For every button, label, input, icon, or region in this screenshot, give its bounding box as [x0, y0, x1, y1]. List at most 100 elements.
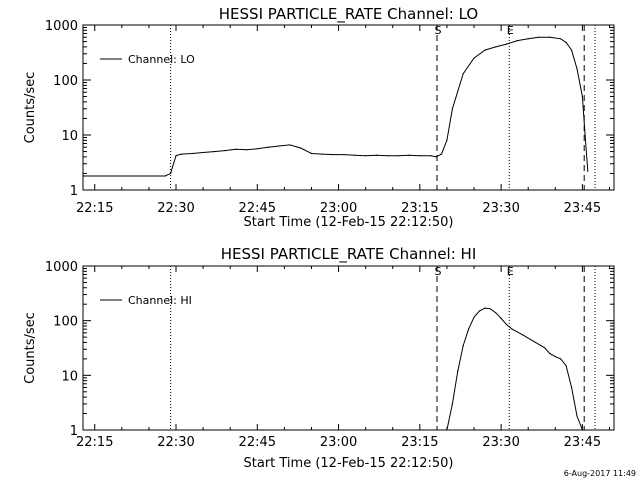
data-point: [451, 108, 453, 110]
data-point: [549, 353, 551, 355]
data-point: [565, 365, 567, 367]
data-point: [278, 145, 280, 147]
data-point: [584, 134, 586, 136]
data-point: [148, 175, 150, 177]
data-point: [224, 150, 226, 152]
data-point: [565, 41, 567, 44]
data-point: [115, 175, 117, 177]
data-point: [202, 151, 204, 154]
data-point: [289, 144, 291, 146]
data-point: [99, 175, 101, 177]
data-point: [245, 149, 248, 151]
x-axis-label: Start Time (12-Feb-15 22:12:50): [244, 456, 454, 471]
x-tick-label: 23:15: [401, 201, 438, 216]
data-point: [446, 429, 448, 431]
data-point: [397, 155, 399, 157]
y-tick-label: 100: [53, 74, 78, 89]
data-point: [386, 155, 388, 157]
time-marker-label: E: [507, 265, 514, 278]
data-point: [484, 49, 486, 51]
data-point: [365, 155, 367, 157]
x-tick-label: 22:15: [76, 435, 113, 450]
data-point: [332, 154, 334, 156]
y-tick-label: 1000: [45, 19, 78, 34]
data-point: [457, 370, 459, 372]
data-point: [213, 151, 215, 153]
data-point: [571, 49, 573, 51]
legend-entry: Channel: HI: [128, 294, 192, 307]
data-point: [581, 96, 584, 98]
data-point: [451, 403, 453, 405]
x-tick-label: 23:00: [320, 201, 357, 216]
x-tick-label: 23:15: [401, 435, 438, 450]
data-point: [440, 153, 443, 155]
data-point: [256, 148, 258, 150]
data-point: [560, 358, 562, 360]
chart-panel-2: HESSI PARTICLE_RATE Channel: HI Counts/se…: [23, 245, 615, 471]
data-point: [554, 356, 556, 358]
data-point: [484, 307, 486, 309]
data-point: [505, 43, 508, 45]
x-tick-label: 22:30: [157, 435, 194, 450]
data-point: [408, 154, 410, 156]
data-point: [473, 57, 475, 59]
data-point: [516, 40, 519, 42]
data-point: [164, 175, 166, 177]
data-point: [473, 316, 475, 318]
x-tick-label: 22:30: [157, 201, 194, 216]
data-point: [538, 36, 540, 38]
data-point: [430, 155, 432, 157]
data-point: [495, 46, 497, 48]
data-point: [505, 323, 508, 326]
data-point: [576, 68, 578, 70]
data-point: [321, 153, 323, 155]
y-tick-label: 1: [70, 424, 78, 439]
x-axis-label: Start Time (12-Feb-15 22:12:50): [244, 215, 454, 230]
y-tick-label: 10: [61, 369, 78, 384]
data-point: [191, 152, 193, 155]
x-tick-label: 22:45: [239, 201, 276, 216]
data-point: [354, 154, 356, 156]
data-point: [132, 175, 134, 177]
data-point: [375, 154, 378, 156]
data-point: [180, 153, 182, 155]
data-point: [511, 328, 513, 330]
data-point: [549, 36, 551, 38]
data-point: [571, 386, 573, 389]
legend-entry: Channel: LO: [128, 53, 195, 66]
data-point: [560, 38, 562, 40]
data-point: [468, 328, 470, 330]
data-point: [462, 345, 464, 347]
y-tick-label: 1: [70, 184, 78, 199]
x-tick-label: 22:15: [76, 201, 113, 216]
x-tick-label: 23:45: [564, 201, 601, 216]
data-point: [446, 139, 448, 141]
y-axis-label: Counts/sec: [23, 72, 38, 144]
chart-title: HESSI PARTICLE_RATE Channel: LO: [219, 5, 478, 24]
data-point: [576, 415, 578, 417]
data-point: [175, 155, 177, 157]
data-point: [581, 429, 584, 431]
data-point: [543, 347, 546, 349]
data-point: [527, 38, 529, 40]
x-tick-label: 23:45: [564, 435, 601, 450]
data-point: [83, 175, 85, 177]
data-point: [478, 310, 480, 312]
x-tick-label: 23:30: [482, 201, 519, 216]
data-point: [267, 146, 269, 148]
series-line-1: [83, 36, 589, 177]
x-tick-label: 23:30: [482, 435, 519, 450]
chart-title: HESSI PARTICLE_RATE Channel: HI: [221, 245, 477, 264]
data-point: [235, 148, 237, 150]
y-tick-label: 10: [61, 129, 78, 144]
data-point: [489, 308, 491, 310]
plot-date-stamp: 6-Aug-2017 11:49: [563, 469, 636, 478]
data-point: [343, 154, 345, 156]
data-point: [462, 73, 464, 75]
time-marker-label: S: [435, 24, 442, 37]
data-point: [419, 155, 421, 157]
series-line-1: [446, 307, 583, 431]
x-tick-label: 23:00: [320, 435, 357, 450]
data-point: [435, 156, 437, 158]
